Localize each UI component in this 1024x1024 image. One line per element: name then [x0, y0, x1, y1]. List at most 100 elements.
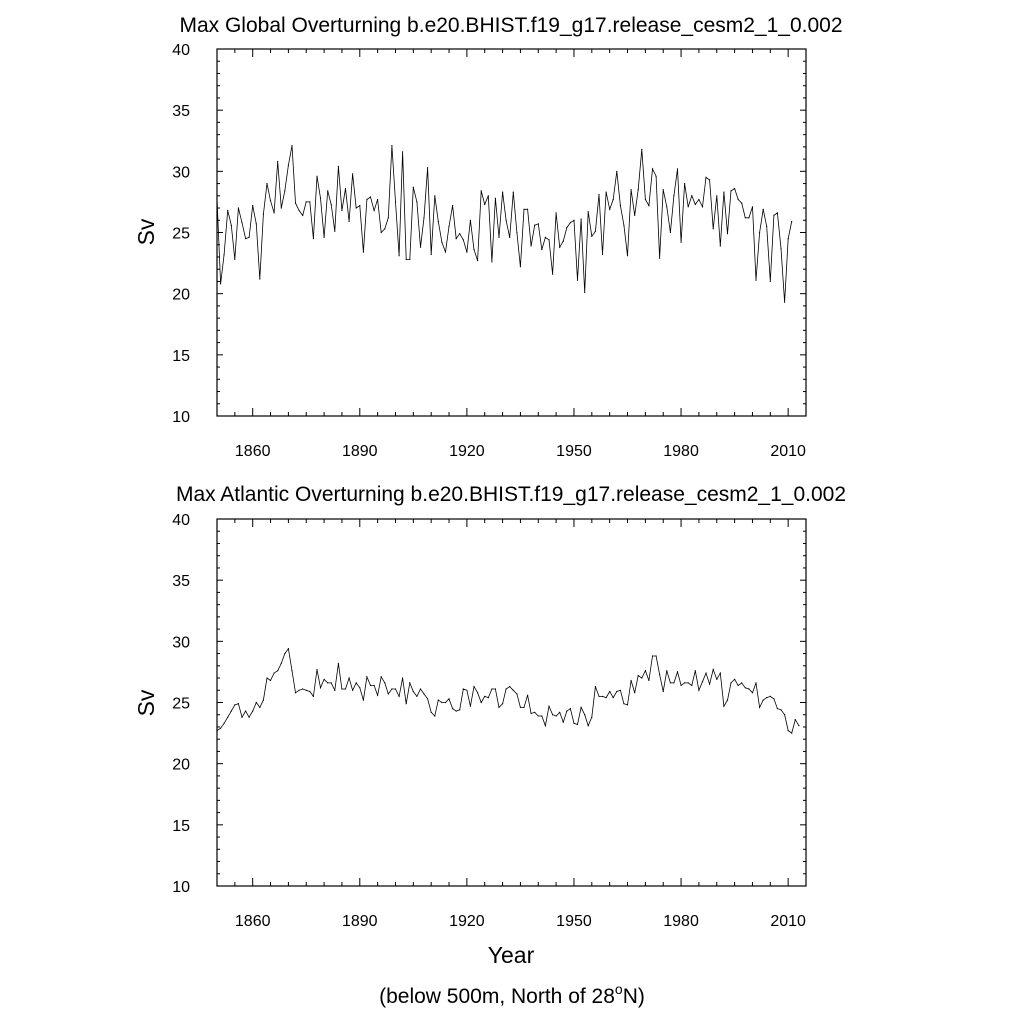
data-point	[791, 220, 793, 223]
data-point	[237, 703, 239, 705]
data-point	[366, 676, 368, 678]
data-point	[598, 695, 600, 698]
data-point	[255, 701, 257, 704]
data-point	[519, 266, 522, 268]
data-point	[412, 186, 414, 188]
data-point	[780, 247, 782, 249]
data-point	[776, 212, 779, 214]
data-point	[569, 222, 572, 224]
data-point	[255, 223, 257, 225]
data-point	[248, 236, 250, 238]
data-point	[530, 245, 532, 247]
data-point	[341, 209, 343, 212]
data-point	[616, 170, 618, 172]
data-point	[537, 223, 539, 225]
data-point	[216, 197, 218, 199]
data-point	[291, 670, 293, 672]
y-axis-label: Sv	[133, 689, 159, 716]
y-tick-label: 20	[172, 757, 190, 774]
data-point	[502, 191, 504, 193]
data-point	[762, 208, 764, 210]
data-point	[484, 695, 486, 698]
data-point	[662, 189, 664, 191]
data-point	[377, 694, 379, 696]
data-point	[402, 151, 404, 153]
data-point	[741, 202, 743, 204]
data-point	[755, 682, 757, 684]
data-point	[294, 692, 297, 694]
data-point	[766, 225, 768, 227]
data-point	[444, 251, 447, 253]
y-tick-label: 30	[172, 164, 190, 181]
data-point	[762, 699, 764, 701]
data-point	[794, 719, 796, 721]
data-point	[305, 689, 307, 691]
data-point	[648, 205, 650, 207]
data-point	[759, 706, 761, 709]
data-point	[427, 698, 429, 700]
data-point	[419, 246, 422, 248]
data-point	[676, 168, 679, 170]
data-point	[512, 191, 514, 193]
data-point	[452, 205, 454, 207]
y-axis-label: Sv	[133, 218, 159, 245]
data-point	[220, 283, 222, 285]
data-point	[709, 179, 711, 181]
data-point	[444, 701, 447, 704]
data-point	[612, 697, 614, 699]
data-point	[723, 705, 725, 707]
data-point	[601, 695, 604, 698]
data-point	[712, 228, 714, 230]
data-point	[459, 233, 461, 235]
data-point	[641, 148, 643, 150]
data-point	[626, 255, 629, 257]
data-point	[373, 684, 375, 687]
data-point	[709, 683, 711, 685]
data-point	[694, 670, 696, 672]
data-point	[277, 160, 279, 163]
data-point	[359, 205, 361, 207]
data-point	[319, 197, 322, 199]
data-point	[730, 190, 732, 192]
data-point	[434, 715, 436, 717]
data-point	[391, 688, 393, 690]
data-point	[334, 230, 336, 232]
data-point	[298, 209, 300, 212]
data-point	[609, 208, 611, 210]
data-point	[705, 672, 707, 674]
y-tick-label: 35	[172, 103, 190, 120]
data-point	[666, 670, 668, 672]
data-point	[405, 703, 407, 705]
data-point	[759, 231, 761, 234]
data-point	[787, 730, 789, 732]
data-point	[655, 175, 657, 177]
data-point	[773, 698, 775, 700]
data-point	[544, 236, 547, 238]
data-point	[744, 217, 746, 219]
y-tick-label: 20	[172, 287, 190, 304]
data-point	[437, 699, 439, 701]
data-point	[648, 679, 650, 682]
plot-frame	[216, 518, 807, 887]
data-point	[555, 212, 557, 214]
data-point	[284, 190, 286, 192]
data-point	[601, 253, 604, 256]
data-point	[309, 201, 311, 203]
data-point	[491, 261, 493, 263]
data-point	[419, 688, 422, 690]
data-point	[619, 689, 622, 691]
data-point	[673, 682, 675, 684]
data-point	[245, 238, 247, 240]
data-point	[748, 217, 750, 219]
data-point	[623, 703, 625, 705]
data-point	[576, 279, 579, 281]
data-point	[784, 301, 786, 303]
data-point	[659, 673, 661, 676]
data-point	[494, 197, 496, 199]
data-point	[619, 205, 622, 207]
data-point	[784, 714, 786, 716]
data-point	[530, 712, 532, 715]
series-line	[216, 647, 800, 734]
data-point	[541, 249, 543, 251]
data-point	[534, 224, 536, 226]
